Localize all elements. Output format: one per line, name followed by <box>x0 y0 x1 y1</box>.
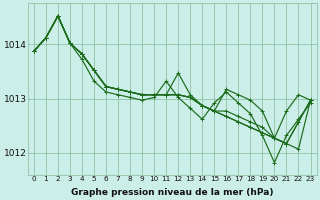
X-axis label: Graphe pression niveau de la mer (hPa): Graphe pression niveau de la mer (hPa) <box>71 188 274 197</box>
